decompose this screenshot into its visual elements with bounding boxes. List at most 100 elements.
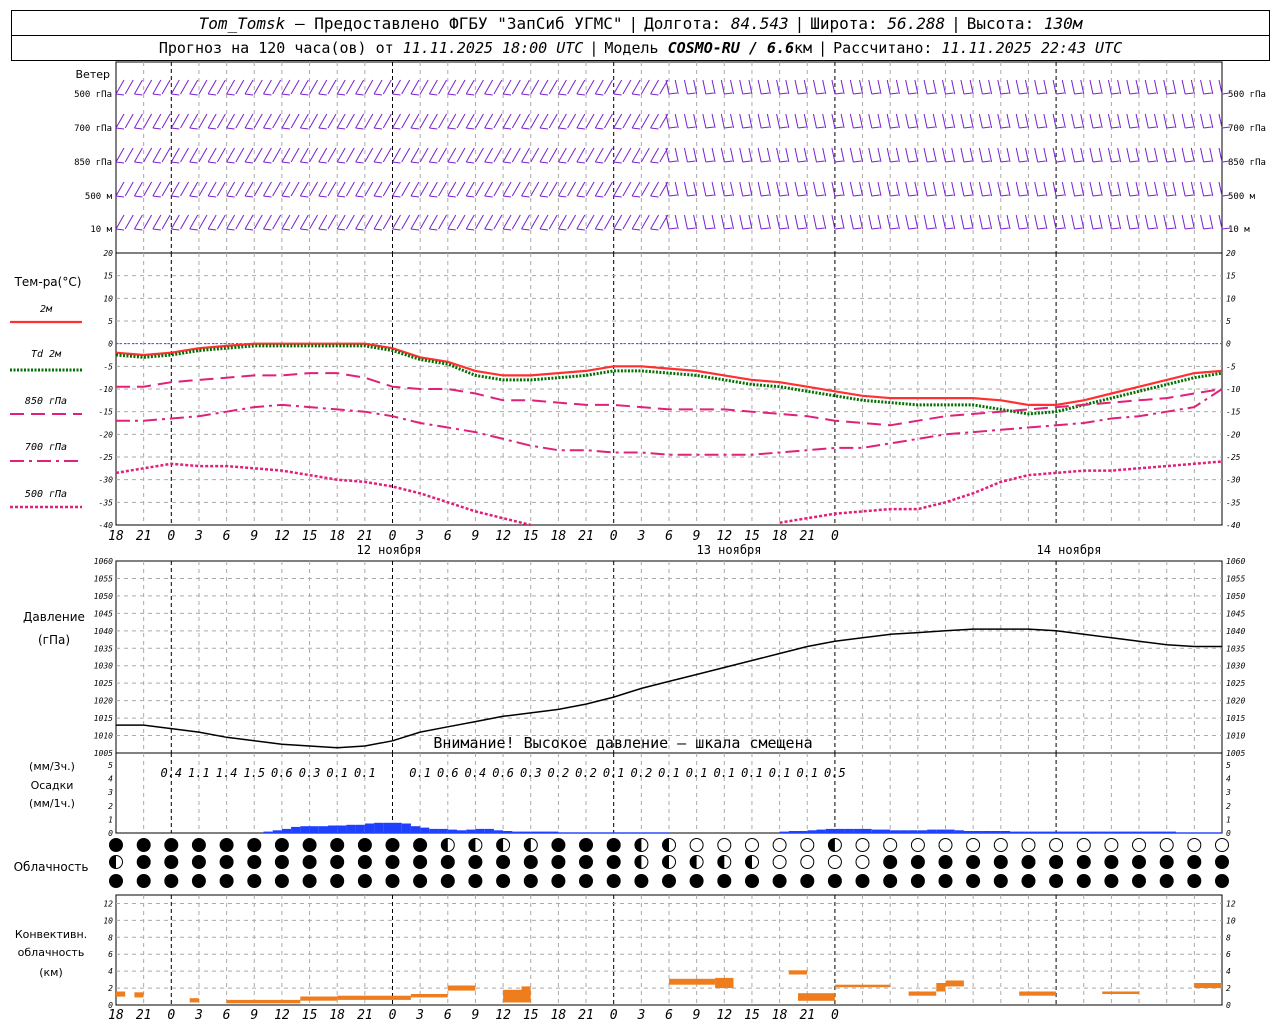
wind-barb [1052,79,1057,95]
wind-barb [263,181,272,197]
wind-barb-shaft [1129,160,1138,163]
wind-level-left: 10 м [90,225,112,235]
wind-barb-shaft [927,126,936,129]
precip-sum-3h: 0.3 [520,766,542,780]
hour-label-top: 6 [444,529,452,544]
wind-barb [1034,181,1039,197]
wind-barb [1089,79,1094,95]
wind-barb [235,79,245,95]
wind-barb [650,214,660,230]
wind-barb [942,147,946,163]
precip-tick-right: 4 [1226,775,1231,784]
wind-barb [702,214,707,230]
wind-barb [539,147,549,163]
cloud-circle [855,874,870,888]
cloud-circle [1021,838,1036,852]
wind-barb [942,214,946,230]
precip-bar [1028,831,1038,833]
cloud-circle [1104,855,1119,869]
wind-barb [665,214,670,230]
wind-barb [1061,113,1066,129]
wind-barb [693,79,698,95]
wind-barb-shaft [834,126,843,129]
wind-barb [1098,113,1103,129]
wind-barb [1052,214,1057,230]
convective-tick-left: 2 [108,984,113,993]
wind-barb [530,181,540,197]
hour-label-bottom: 0 [610,1008,618,1023]
convective-tick-right: 8 [1226,933,1231,942]
wind-barb [988,79,993,95]
cloud-circle [219,855,234,869]
wind-barb-shaft [466,93,475,96]
precip-bar [825,828,835,833]
pressure-tick-left: 1060 [94,557,113,566]
precip-sum-3h: 0.2 [548,766,570,780]
wind-barb [613,181,623,197]
precip-bar [1010,831,1020,833]
wind-barb [711,214,716,230]
cloud-circle [855,838,870,852]
altitude-label: Высота: [966,13,1035,33]
cloud-circle [219,838,234,852]
wind-barb [849,147,854,163]
model-unit: км [794,39,813,57]
wind-barb [511,113,521,129]
wind-barb [419,79,429,95]
wind-barb-shaft [797,194,807,197]
hour-label-bottom: 18 [329,1008,345,1023]
wind-barb [640,147,650,163]
wind-barb-shaft [263,161,272,164]
wind-barb-shaft [208,127,217,130]
temperature-tick-left: -40 [99,521,114,530]
precip-bar [328,825,338,833]
hour-label-top: 18 [108,529,124,544]
temperature-tick-right: -20 [1226,430,1241,439]
wind-barb [720,214,725,230]
wind-barb [840,147,845,163]
wind-barb [216,214,226,230]
wind-barb [951,147,956,163]
wind-barb [951,181,956,197]
wind-barb [152,113,162,129]
wind-barb-shaft [797,126,807,129]
wind-barb-shaft [1000,126,1009,129]
wind-barb [521,79,530,95]
wind-barb-shaft [1074,227,1083,230]
wind-barb [1144,214,1149,230]
wind-barb-shaft [539,127,549,130]
wind-barb-shaft [632,161,641,164]
wind-barb [198,113,208,129]
cloud-circle [1187,874,1202,888]
cloud-circle [579,874,593,888]
wind-barb [484,113,494,129]
cloud-circle [993,838,1008,852]
wind-barb [739,113,744,129]
wind-barb-shaft [337,228,346,231]
wind-barb [299,147,309,163]
wind-barb [1034,113,1039,129]
wind-barb [318,113,328,129]
precip-bar [420,827,430,833]
wind-barb [868,181,873,197]
wind-barb [1071,214,1076,230]
temperature-tick-right: -35 [1226,498,1241,507]
wind-barb [263,113,272,129]
cloud-circle [413,874,428,888]
wind-barb [336,79,346,95]
wind-barb-shaft [318,195,327,198]
legend-label: 500 гПа [25,489,67,500]
wind-barb [1006,181,1011,197]
wind-barb-shaft [226,228,235,231]
wind-barb [345,113,355,129]
wind-barb [143,147,153,163]
precip-bar [807,830,817,833]
wind-barb-shaft [244,161,254,164]
wind-barb [576,147,586,163]
wind-barb-shaft [687,227,696,230]
wind-barb [1052,113,1057,129]
wind-barb-shaft [595,127,604,130]
hour-label-top: 0 [610,529,618,544]
precip-bar [650,832,660,833]
wind-barb [757,181,762,197]
